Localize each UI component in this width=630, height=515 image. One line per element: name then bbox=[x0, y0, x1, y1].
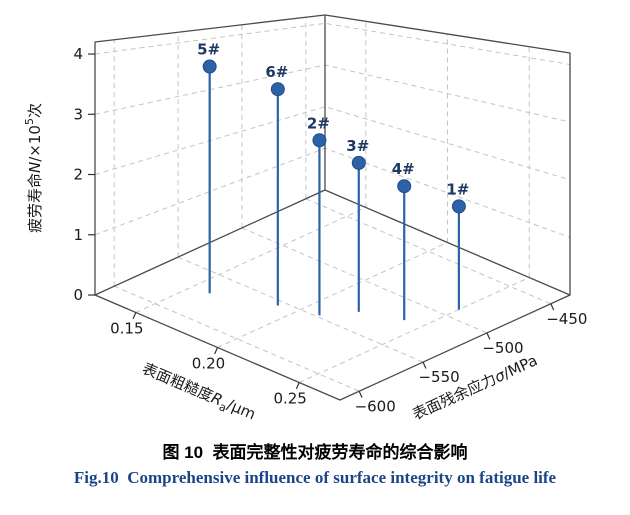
caption-zh: 图 10 表面完整性对疲劳寿命的综合影响 bbox=[162, 443, 468, 462]
sigma-tick bbox=[486, 332, 491, 340]
ra-tick bbox=[295, 382, 300, 390]
data-point-marker bbox=[270, 82, 285, 97]
grid-ra-floor-line bbox=[217, 242, 448, 348]
sigma-tick-label: −450 bbox=[546, 310, 587, 328]
data-point-marker bbox=[202, 59, 217, 74]
data-point-marker bbox=[312, 133, 327, 148]
sigma-tick bbox=[422, 361, 427, 369]
grid-sigma-floor-line bbox=[305, 198, 551, 305]
data-point-label: 6# bbox=[265, 63, 288, 81]
sigma-tick-label: −550 bbox=[418, 368, 459, 386]
data-point-label: 2# bbox=[307, 114, 330, 132]
sigma-tick-label: −600 bbox=[355, 397, 396, 415]
z-tick-label: 3 bbox=[73, 105, 83, 123]
plot-box-inner-floor-edge bbox=[94, 189, 571, 296]
grid-z-line bbox=[94, 64, 571, 123]
ra-tick bbox=[132, 312, 137, 320]
z-tick-label: 2 bbox=[73, 166, 83, 184]
caption-en: Fig.10 Comprehensive influence of surfac… bbox=[73, 468, 557, 487]
data-point-label: 3# bbox=[346, 137, 369, 155]
grid-ra-floor-line bbox=[135, 207, 367, 313]
sigma-axis-title: 表面残余应力σ/MPa bbox=[410, 351, 540, 423]
ra-tick-label: 0.20 bbox=[192, 355, 225, 373]
z-tick-label: 1 bbox=[73, 226, 83, 244]
grid-z-line bbox=[94, 106, 571, 181]
data-point-marker bbox=[397, 179, 412, 194]
z-axis-title: 疲劳寿命N/×105次 bbox=[23, 103, 44, 233]
sigma-tick bbox=[358, 391, 363, 398]
ra-tick-label: 0.15 bbox=[110, 320, 143, 338]
data-point-label: 1# bbox=[446, 180, 469, 198]
z-tick-label: 4 bbox=[73, 45, 83, 63]
grid-ra-floor-line bbox=[298, 277, 530, 383]
ra-tick bbox=[214, 347, 219, 355]
data-point-marker bbox=[351, 155, 366, 170]
data-point-label: 4# bbox=[392, 160, 415, 178]
sigma-tick bbox=[550, 303, 555, 311]
sigma-tick-label: −500 bbox=[482, 339, 523, 357]
ra-tick-label: 0.25 bbox=[273, 390, 306, 408]
z-tick-label: 0 bbox=[73, 286, 83, 304]
grid-z-line bbox=[94, 22, 571, 65]
fatigue-life-3d-stem-chart: 0 1 2 3 4 0.15 0.20 0.25 −600 −550 −500 −450 疲劳寿命N/×… bbox=[23, 14, 587, 424]
data-point-label: 5# bbox=[197, 41, 220, 59]
data-point-marker bbox=[451, 199, 466, 214]
